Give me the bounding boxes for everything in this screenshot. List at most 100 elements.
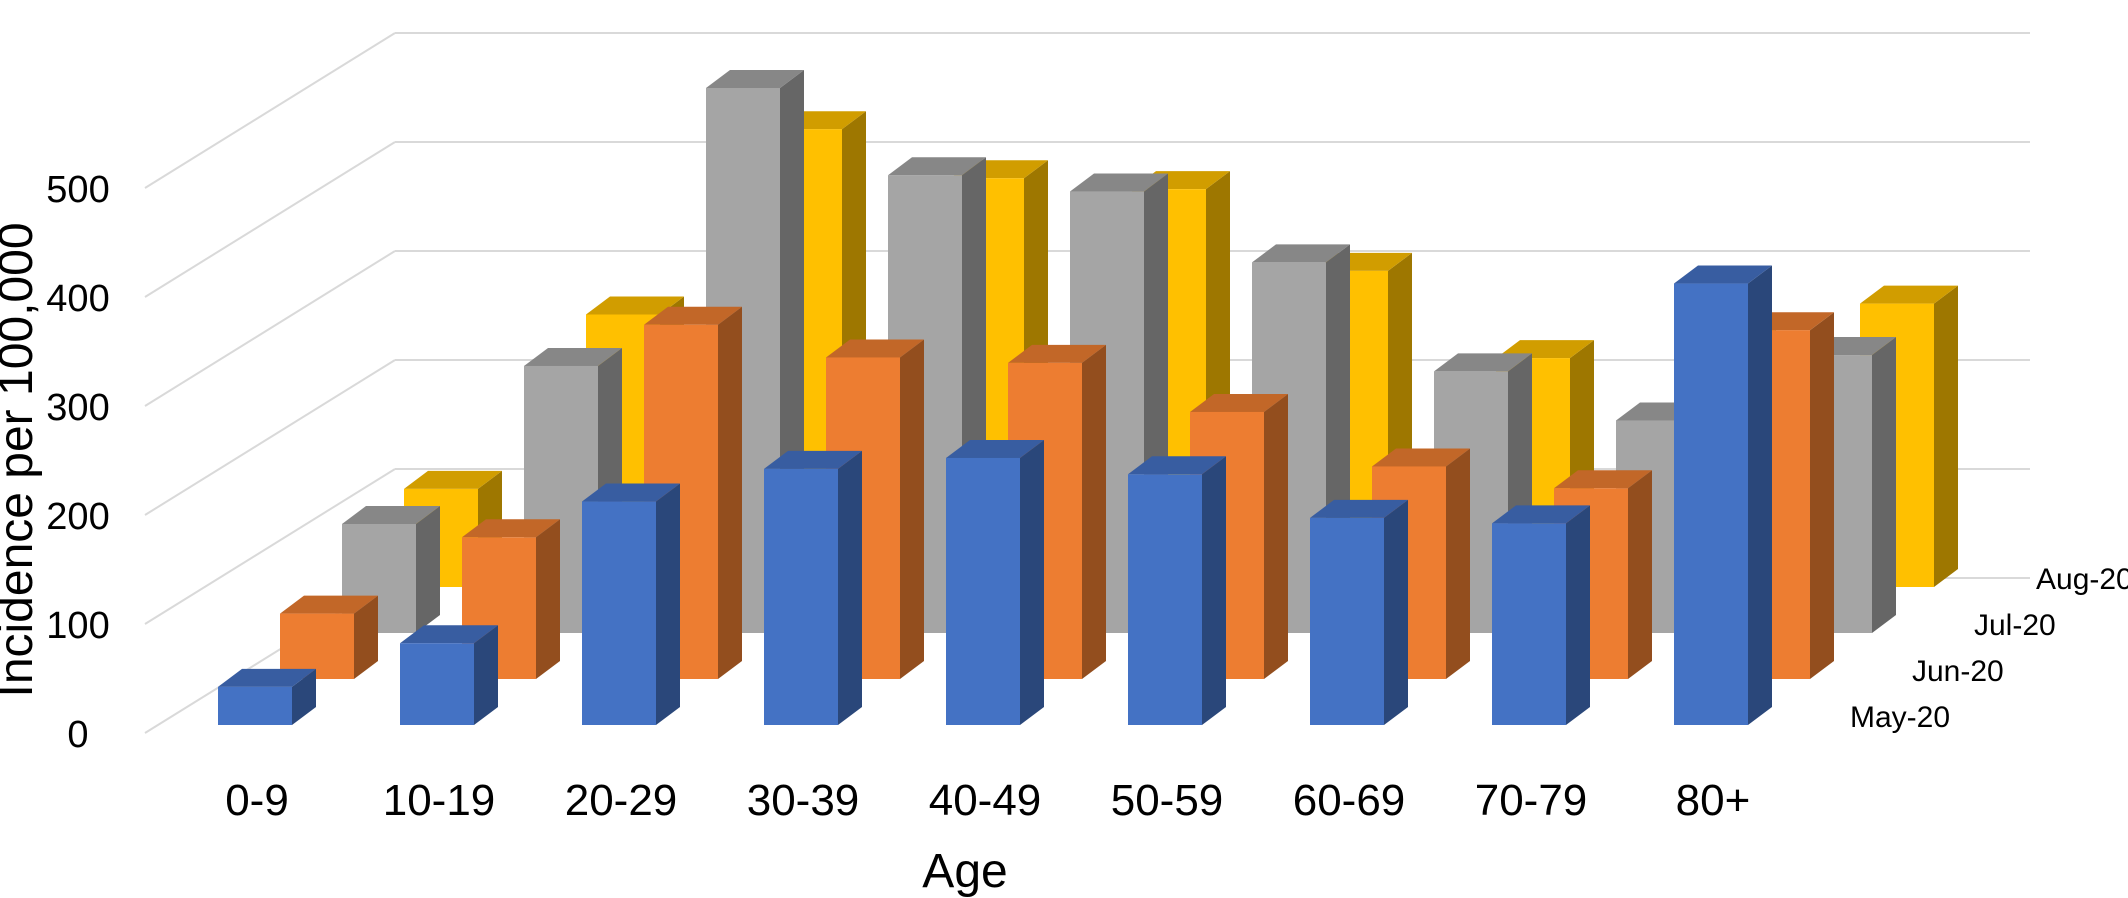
- bar-front: [946, 457, 1020, 725]
- bar-side: [1748, 265, 1772, 725]
- bar-may-20-40-49: [946, 439, 1044, 725]
- bar-jun-20-0-9: [280, 595, 378, 679]
- bar-front: [280, 613, 354, 679]
- bar-top: [1674, 265, 1772, 284]
- series-label-may-20: May-20: [1850, 701, 1950, 734]
- x-tick-label: 10-19: [383, 776, 496, 825]
- bar-side: [718, 306, 742, 679]
- bar-top: [644, 306, 742, 325]
- x-tick-label: 70-79: [1475, 776, 1588, 825]
- bar-side: [1264, 393, 1288, 679]
- bar-front: [218, 686, 292, 725]
- bar-top: [1252, 244, 1350, 263]
- bar-side: [1566, 505, 1590, 725]
- bar-side: [838, 450, 862, 725]
- bar-top: [400, 625, 498, 644]
- bar-front: [764, 468, 838, 725]
- gridline-wall: [144, 32, 396, 189]
- bar-may-20-20-29: [582, 483, 680, 725]
- bar-may-20-10-19: [400, 625, 498, 725]
- x-tick-label: 0-9: [225, 776, 289, 825]
- x-tick-label: 50-59: [1111, 776, 1224, 825]
- bar-top: [1310, 499, 1408, 518]
- bar-top: [218, 668, 316, 687]
- bar-top: [706, 70, 804, 88]
- bar-front: [582, 501, 656, 725]
- gridline-wall: [144, 250, 396, 407]
- x-tick-label: 20-29: [565, 776, 678, 825]
- bar-top: [404, 470, 502, 489]
- y-tick-label: 100: [46, 605, 109, 647]
- bar-side: [1872, 337, 1896, 633]
- x-tick-label: 40-49: [929, 776, 1042, 825]
- gridline-wall: [144, 141, 396, 298]
- bar-top: [826, 339, 924, 358]
- bar-top: [1190, 393, 1288, 412]
- bar-front: [1492, 523, 1566, 725]
- bar-top: [280, 595, 378, 614]
- bar-top: [1554, 470, 1652, 489]
- series-label-jun-20: Jun-20: [1912, 655, 2004, 688]
- bar-aug-20-80+: [1860, 285, 1958, 587]
- bar-front: [400, 643, 474, 725]
- bar-side: [656, 483, 680, 725]
- bar-top: [462, 519, 560, 538]
- series-label-jul-20: Jul-20: [1974, 609, 2056, 642]
- bar-top: [1492, 505, 1590, 524]
- bar-may-20-0-9: [218, 668, 316, 725]
- y-tick-label: 400: [46, 278, 109, 320]
- bar-side: [1810, 312, 1834, 679]
- bar-jul-20-0-9: [342, 506, 440, 633]
- bar-may-20-70-79: [1492, 505, 1590, 725]
- bar-top: [946, 439, 1044, 458]
- x-tick-label: 80+: [1676, 776, 1751, 825]
- bar-may-20-50-59: [1128, 456, 1226, 725]
- bar-top: [342, 506, 440, 524]
- bar-side: [1628, 470, 1652, 679]
- bar-front: [1128, 474, 1202, 725]
- bar-top: [1434, 353, 1532, 372]
- bar-top: [524, 347, 622, 366]
- labels: 0 100 200 300 400 500 0-9 10-19 20-29 30-39 40-49 5…: [46, 169, 2128, 825]
- bar-top: [582, 483, 680, 502]
- bar-top: [764, 450, 862, 469]
- bar-may-20-80+: [1674, 265, 1772, 725]
- bar-top: [1372, 448, 1470, 467]
- bar-top: [1128, 456, 1226, 475]
- y-axis-title: Incidence per 100,000: [0, 222, 43, 697]
- bar-side: [1202, 456, 1226, 725]
- bar-top: [586, 296, 684, 315]
- bar-side: [536, 519, 560, 679]
- bar-jun-20-30-39: [826, 339, 924, 679]
- bar-side: [1082, 344, 1106, 679]
- x-axis-title: Age: [922, 845, 1007, 898]
- bar-top: [888, 157, 986, 176]
- bar-side: [1934, 285, 1958, 587]
- gridline-wall: [144, 359, 396, 516]
- bar-side: [1384, 499, 1408, 725]
- bar-side: [416, 506, 440, 633]
- bar-side: [1020, 439, 1044, 725]
- bar-side: [474, 625, 498, 725]
- bar-side: [900, 339, 924, 679]
- bar-may-20-60-69: [1310, 499, 1408, 725]
- y-tick-label: 0: [67, 714, 88, 756]
- bar-top: [1070, 173, 1168, 192]
- y-tick-label: 500: [46, 169, 109, 211]
- bar-may-20-30-39: [764, 450, 862, 725]
- bar-side: [354, 595, 378, 679]
- y-tick-label: 200: [46, 496, 109, 538]
- bar-front: [1310, 517, 1384, 725]
- bar-front: [1674, 283, 1748, 725]
- x-tick-label: 30-39: [747, 776, 860, 825]
- bar-side: [292, 668, 316, 725]
- x-tick-label: 60-69: [1293, 776, 1406, 825]
- bars: [218, 70, 1958, 725]
- series-label-aug-20: Aug-20: [2036, 563, 2128, 596]
- bar-top: [1860, 285, 1958, 304]
- y-tick-label: 300: [46, 387, 109, 429]
- gridline-wall: [144, 468, 396, 625]
- bar-side: [1446, 448, 1470, 679]
- bar-top: [1008, 344, 1106, 363]
